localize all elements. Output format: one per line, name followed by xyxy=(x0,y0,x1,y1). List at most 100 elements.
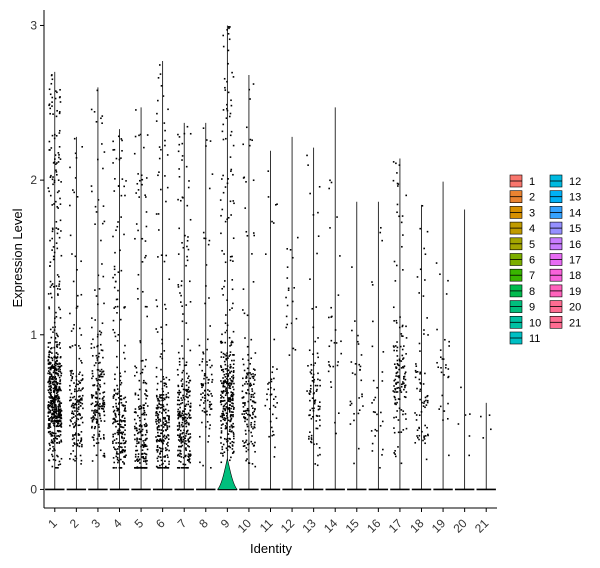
data-point xyxy=(232,388,235,391)
data-point xyxy=(271,413,274,416)
data-point xyxy=(142,404,145,407)
data-point xyxy=(353,462,355,465)
data-point xyxy=(96,402,99,405)
data-point xyxy=(59,417,62,419)
data-point xyxy=(69,384,71,387)
data-point xyxy=(51,409,54,411)
data-point xyxy=(222,370,225,373)
data-point xyxy=(162,408,165,411)
legend-item-20: 20 xyxy=(549,300,581,314)
data-point xyxy=(49,376,51,378)
data-point xyxy=(372,379,375,382)
data-point xyxy=(58,156,60,159)
data-point xyxy=(381,371,384,373)
data-point xyxy=(81,378,84,380)
data-point xyxy=(120,382,123,384)
data-point xyxy=(113,268,116,271)
data-point xyxy=(182,313,184,315)
data-point xyxy=(102,397,104,399)
x-tick-label: 10 xyxy=(235,516,255,536)
data-point xyxy=(188,460,190,463)
data-point xyxy=(113,265,116,268)
data-point xyxy=(159,464,161,467)
data-point xyxy=(249,414,252,417)
data-point xyxy=(100,373,102,376)
data-point xyxy=(166,425,168,427)
data-point xyxy=(250,440,253,443)
data-point xyxy=(220,420,222,422)
data-point xyxy=(179,433,182,435)
data-point xyxy=(162,430,165,432)
data-point xyxy=(441,358,444,360)
data-point xyxy=(78,401,80,403)
data-point xyxy=(416,435,418,437)
data-point xyxy=(48,104,50,107)
data-point xyxy=(69,204,71,207)
data-point xyxy=(55,408,58,411)
data-point xyxy=(289,248,292,251)
data-point xyxy=(157,99,159,102)
data-point xyxy=(329,179,331,182)
data-point xyxy=(54,420,57,422)
data-point xyxy=(229,415,232,418)
data-point xyxy=(393,385,395,387)
data-point xyxy=(395,416,398,418)
data-point xyxy=(145,429,148,432)
data-point xyxy=(122,414,125,417)
data-point xyxy=(59,371,62,373)
data-point xyxy=(232,237,235,240)
data-point xyxy=(53,370,56,372)
data-point xyxy=(373,399,375,401)
data-point xyxy=(219,401,222,403)
data-point xyxy=(98,330,101,333)
data-point xyxy=(139,341,142,344)
data-point xyxy=(201,358,204,360)
data-point xyxy=(179,461,182,463)
data-point xyxy=(103,151,106,153)
data-point xyxy=(224,353,226,356)
data-point xyxy=(179,429,182,432)
data-point xyxy=(185,389,187,392)
violin-18 xyxy=(411,204,432,491)
data-point xyxy=(288,354,291,356)
data-point xyxy=(156,305,159,308)
data-point xyxy=(60,440,63,443)
data-point xyxy=(185,361,188,364)
data-point xyxy=(224,89,227,91)
legend-label: 3 xyxy=(529,207,535,219)
data-point xyxy=(179,452,181,455)
data-point xyxy=(392,345,395,347)
data-point xyxy=(414,376,417,379)
data-point xyxy=(57,410,60,413)
data-point xyxy=(315,427,318,430)
data-point xyxy=(382,351,385,353)
data-point xyxy=(223,417,226,419)
data-point xyxy=(249,98,251,100)
data-point xyxy=(113,331,116,334)
data-point xyxy=(59,158,62,160)
data-point xyxy=(103,405,105,408)
data-point xyxy=(112,235,114,238)
data-point xyxy=(319,384,321,387)
data-point xyxy=(394,280,397,282)
data-point xyxy=(228,115,231,118)
data-point xyxy=(69,389,71,391)
data-point xyxy=(142,406,145,409)
data-point xyxy=(182,436,185,438)
data-point xyxy=(53,400,55,403)
data-point xyxy=(317,378,319,381)
data-point xyxy=(252,400,254,403)
data-point xyxy=(166,154,169,156)
data-point xyxy=(59,88,61,91)
data-point xyxy=(419,372,421,375)
data-point xyxy=(55,369,58,371)
data-point xyxy=(58,389,61,391)
data-point xyxy=(120,194,123,197)
data-point xyxy=(285,326,288,329)
data-point xyxy=(78,424,81,426)
data-point xyxy=(157,174,159,177)
data-point xyxy=(57,466,59,469)
data-point xyxy=(57,179,60,182)
data-point xyxy=(423,247,425,250)
data-point xyxy=(188,180,190,182)
